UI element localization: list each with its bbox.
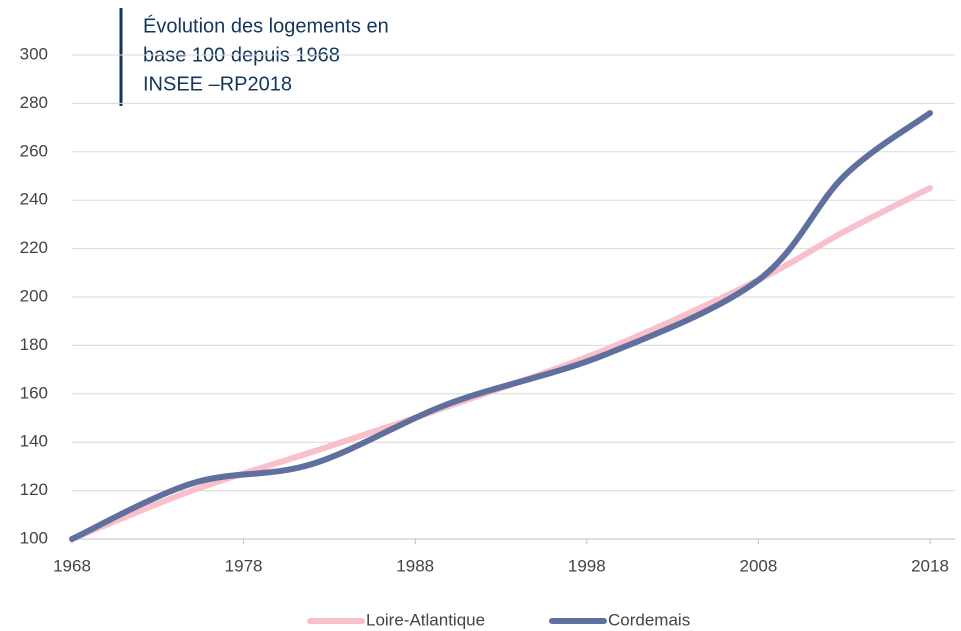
x-tick-label: 1968 bbox=[53, 556, 91, 575]
x-tick-label: 1988 bbox=[396, 556, 434, 575]
chart-title: Évolution des logements en bbox=[143, 14, 389, 37]
legend-label: Loire-Atlantique bbox=[366, 610, 485, 629]
y-tick-label: 220 bbox=[20, 238, 48, 257]
series-line bbox=[69, 110, 933, 542]
y-tick-label: 280 bbox=[20, 93, 48, 112]
y-tick-label: 260 bbox=[20, 141, 48, 160]
x-tick-label: 1998 bbox=[568, 556, 606, 575]
y-tick-label: 240 bbox=[20, 190, 48, 209]
x-tick-label: 1978 bbox=[225, 556, 263, 575]
legend-label: Cordemais bbox=[608, 610, 690, 629]
y-tick-label: 120 bbox=[20, 480, 48, 499]
x-tick-label: 2018 bbox=[911, 556, 949, 575]
chart-title: INSEE –RP2018 bbox=[143, 73, 292, 95]
y-tick-label: 140 bbox=[20, 432, 48, 451]
series-line bbox=[69, 185, 933, 542]
y-tick-label: 180 bbox=[20, 335, 48, 354]
y-tick-label: 300 bbox=[20, 44, 48, 63]
y-tick-label: 160 bbox=[20, 383, 48, 402]
y-tick-label: 200 bbox=[20, 286, 48, 305]
y-tick-label: 100 bbox=[20, 528, 48, 547]
x-tick-label: 2008 bbox=[739, 556, 777, 575]
